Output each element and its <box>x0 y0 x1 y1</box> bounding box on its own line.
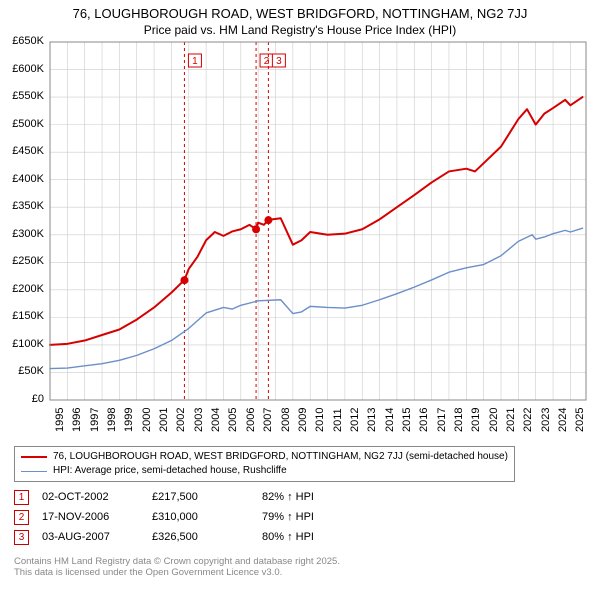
x-tick-label: 2015 <box>401 408 413 432</box>
legend-label-hpi: HPI: Average price, semi-detached house,… <box>53 464 287 478</box>
svg-text:1: 1 <box>192 56 198 67</box>
x-tick-label: 2013 <box>366 408 378 432</box>
y-tick-label: £650K <box>0 35 44 47</box>
x-tick-label: 2001 <box>158 408 170 432</box>
x-tick-label: 2020 <box>488 408 500 432</box>
legend-item-hpi: HPI: Average price, semi-detached house,… <box>21 464 508 478</box>
x-tick-label: 2010 <box>314 408 326 432</box>
y-tick-label: £550K <box>0 90 44 102</box>
x-tick-label: 2014 <box>384 408 396 432</box>
x-tick-label: 2024 <box>557 408 569 432</box>
x-tick-label: 2007 <box>262 408 274 432</box>
sale-hpi-delta: 82% ↑ HPI <box>262 491 392 503</box>
svg-text:2: 2 <box>264 56 270 67</box>
sale-row: 3 03-AUG-2007£326,50080% ↑ HPI <box>14 527 392 547</box>
x-tick-label: 2023 <box>540 408 552 432</box>
legend-label-subject: 76, LOUGHBOROUGH ROAD, WEST BRIDGFORD, N… <box>53 450 508 464</box>
sale-row: 1 02-OCT-2002£217,50082% ↑ HPI <box>14 487 392 507</box>
footer-line1: Contains HM Land Registry data © Crown c… <box>14 556 340 567</box>
legend: 76, LOUGHBOROUGH ROAD, WEST BRIDGFORD, N… <box>14 446 515 482</box>
x-tick-label: 2022 <box>522 408 534 432</box>
x-tick-label: 2019 <box>470 408 482 432</box>
x-tick-label: 2005 <box>227 408 239 432</box>
y-tick-label: £400K <box>0 173 44 185</box>
sale-date: 03-AUG-2007 <box>42 531 152 543</box>
x-tick-label: 2003 <box>193 408 205 432</box>
x-tick-label: 1995 <box>54 408 66 432</box>
x-tick-label: 2012 <box>349 408 361 432</box>
x-tick-label: 1999 <box>123 408 135 432</box>
x-tick-label: 1998 <box>106 408 118 432</box>
sale-price: £217,500 <box>152 491 262 503</box>
sale-price: £326,500 <box>152 531 262 543</box>
x-tick-label: 1997 <box>89 408 101 432</box>
x-tick-label: 2000 <box>141 408 153 432</box>
y-tick-label: £50K <box>0 365 44 377</box>
footer-note: Contains HM Land Registry data © Crown c… <box>14 556 340 578</box>
sale-marker-icon: 1 <box>14 490 29 505</box>
y-tick-label: £300K <box>0 228 44 240</box>
sale-date: 17-NOV-2006 <box>42 511 152 523</box>
x-tick-label: 2018 <box>453 408 465 432</box>
x-tick-label: 2004 <box>210 408 222 432</box>
sale-marker-icon: 2 <box>14 510 29 525</box>
y-tick-label: £500K <box>0 118 44 130</box>
y-tick-label: £100K <box>0 338 44 350</box>
x-tick-label: 2017 <box>436 408 448 432</box>
x-tick-label: 2011 <box>332 408 344 432</box>
y-tick-label: £600K <box>0 63 44 75</box>
x-tick-label: 2016 <box>418 408 430 432</box>
y-tick-label: £200K <box>0 283 44 295</box>
sale-date: 02-OCT-2002 <box>42 491 152 503</box>
svg-text:3: 3 <box>276 56 282 67</box>
legend-swatch-hpi <box>21 471 47 472</box>
y-tick-label: £150K <box>0 310 44 322</box>
y-tick-label: £450K <box>0 145 44 157</box>
legend-item-subject: 76, LOUGHBOROUGH ROAD, WEST BRIDGFORD, N… <box>21 450 508 464</box>
x-tick-label: 2006 <box>245 408 257 432</box>
x-tick-label: 2021 <box>505 408 517 432</box>
x-tick-label: 2025 <box>574 408 586 432</box>
y-tick-label: £250K <box>0 255 44 267</box>
sale-marker-icon: 3 <box>14 530 29 545</box>
y-tick-label: £350K <box>0 200 44 212</box>
x-tick-label: 2009 <box>297 408 309 432</box>
sale-row: 2 17-NOV-2006£310,00079% ↑ HPI <box>14 507 392 527</box>
line-chart: 1 23 <box>0 0 600 450</box>
x-tick-label: 2002 <box>175 408 187 432</box>
sale-price: £310,000 <box>152 511 262 523</box>
sale-hpi-delta: 79% ↑ HPI <box>262 511 392 523</box>
footer-line2: This data is licensed under the Open Gov… <box>14 567 340 578</box>
x-tick-label: 1996 <box>71 408 83 432</box>
sale-hpi-delta: 80% ↑ HPI <box>262 531 392 543</box>
y-tick-label: £0 <box>0 393 44 405</box>
sales-table: 1 02-OCT-2002£217,50082% ↑ HPI 2 17-NOV-200… <box>14 487 392 547</box>
legend-swatch-subject <box>21 456 47 458</box>
chart-container: { "title": "76, LOUGHBOROUGH ROAD, WEST … <box>0 0 600 590</box>
x-tick-label: 2008 <box>280 408 292 432</box>
